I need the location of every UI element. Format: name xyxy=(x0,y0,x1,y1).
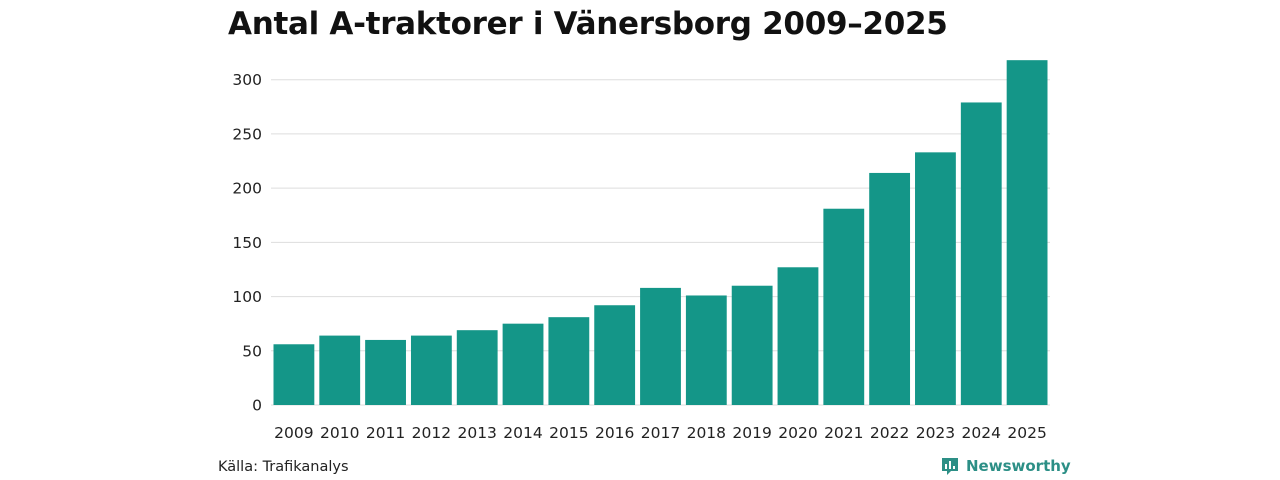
bar-2025[interactable] xyxy=(1006,60,1048,406)
newsworthy-logo-icon xyxy=(942,458,958,475)
bar-2009[interactable] xyxy=(273,344,315,405)
bar-2021[interactable] xyxy=(823,208,865,405)
x-tick-label: 2019 xyxy=(732,424,771,442)
bar-2023[interactable] xyxy=(915,152,956,405)
bar-2013[interactable] xyxy=(456,330,498,405)
x-tick-label: 2017 xyxy=(641,424,680,442)
bar-2016[interactable] xyxy=(594,305,636,405)
bar-2024[interactable] xyxy=(960,102,1002,406)
y-tick-label: 150 xyxy=(232,234,262,252)
x-tick-label: 2018 xyxy=(687,424,726,442)
x-tick-label: 2012 xyxy=(412,424,451,442)
bar-2015[interactable] xyxy=(548,317,590,405)
bar-2014[interactable] xyxy=(502,323,544,405)
x-tick-label: 2015 xyxy=(549,424,588,442)
brand-logo[interactable]: Newsworthy xyxy=(940,456,1071,476)
y-tick-label: 200 xyxy=(232,180,262,198)
brand-name: Newsworthy xyxy=(966,457,1071,475)
y-tick-label: 250 xyxy=(232,125,262,143)
bar-2011[interactable] xyxy=(365,339,406,405)
bar-2020[interactable] xyxy=(777,267,819,405)
x-tick-label: 2021 xyxy=(824,424,863,442)
bar-2019[interactable] xyxy=(731,285,773,405)
x-tick-label: 2014 xyxy=(503,424,542,442)
source-note: Källa: Trafikanalys xyxy=(218,459,349,475)
y-tick-label: 300 xyxy=(232,71,262,89)
y-axis-ticks: 0 50 100 150 200 250 300 xyxy=(232,71,262,414)
x-tick-label: 2010 xyxy=(320,424,359,442)
x-tick-label: 2011 xyxy=(366,424,405,442)
bar-2022[interactable] xyxy=(869,172,911,405)
x-tick-label: 2025 xyxy=(1007,424,1046,442)
bar-2017[interactable] xyxy=(640,287,681,405)
x-tick-label: 2016 xyxy=(595,424,634,442)
bar-2012[interactable] xyxy=(410,335,452,405)
bars xyxy=(273,60,1048,406)
x-tick-label: 2020 xyxy=(778,424,817,442)
bar-2010[interactable] xyxy=(319,335,361,405)
y-tick-label: 0 xyxy=(252,397,262,415)
y-tick-label: 100 xyxy=(232,288,262,306)
x-tick-label: 2024 xyxy=(962,424,1001,442)
x-tick-label: 2022 xyxy=(870,424,909,442)
x-tick-label: 2023 xyxy=(916,424,955,442)
x-tick-label: 2009 xyxy=(274,424,313,442)
y-tick-label: 50 xyxy=(242,342,262,360)
x-tick-label: 2013 xyxy=(457,424,496,442)
bar-2018[interactable] xyxy=(685,295,727,405)
x-axis-ticks: 2009 2010 2011 2012 2013 2014 2015 2016 2017 2018… xyxy=(274,424,1047,442)
chart-title: Antal A-traktorer i Vänersborg 2009–2025 xyxy=(228,6,948,42)
